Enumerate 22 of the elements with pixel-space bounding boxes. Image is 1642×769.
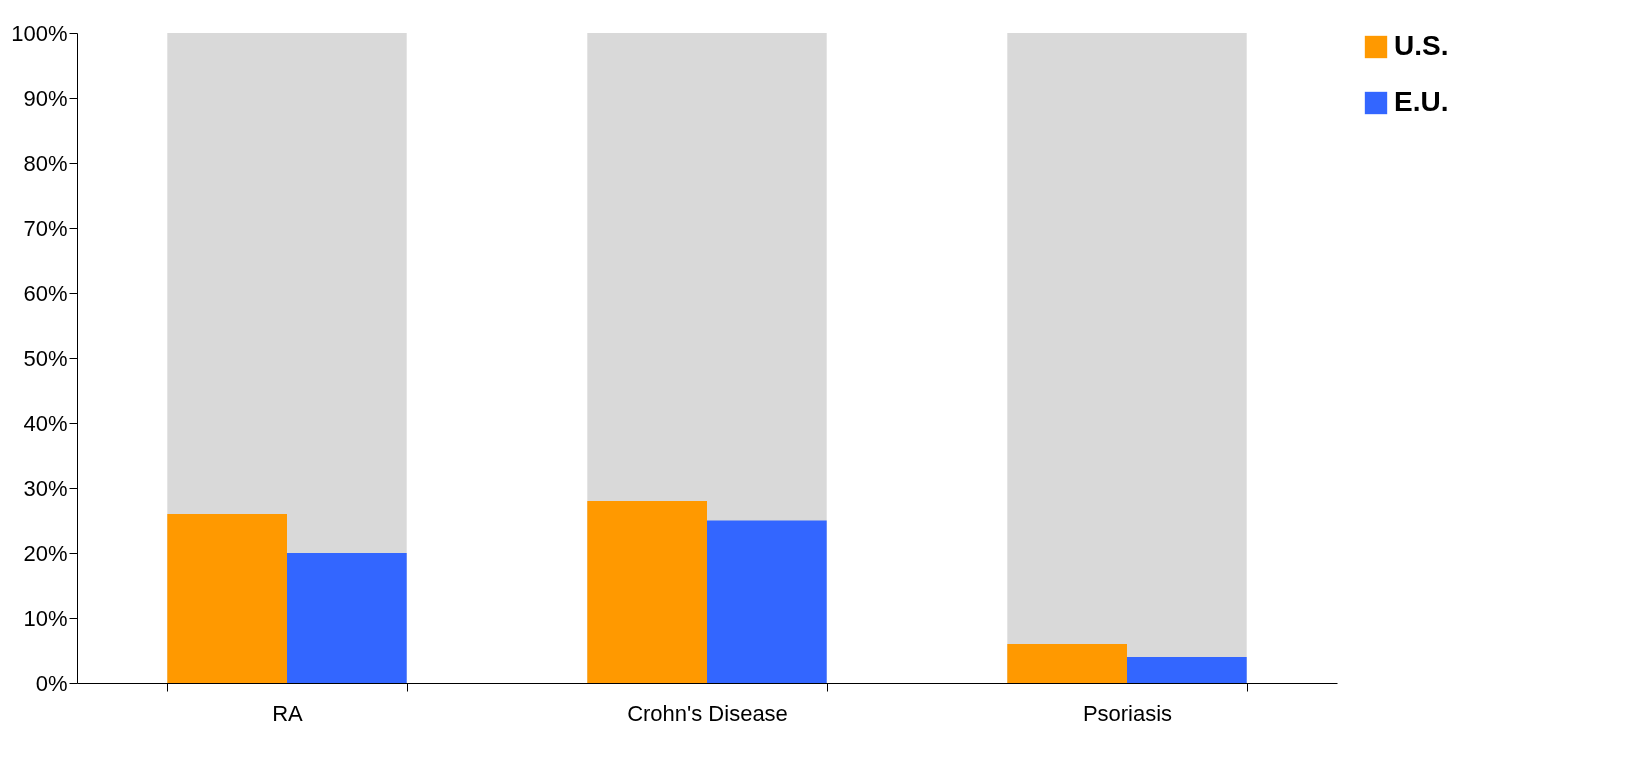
y-tick-label: 100% [11, 20, 68, 46]
y-tick-label: 50% [23, 345, 68, 371]
y-tick-label: 40% [23, 410, 68, 436]
y-tick-label: 80% [23, 150, 68, 176]
y-tick-label: 70% [23, 215, 68, 241]
y-tick-label: 60% [23, 280, 68, 306]
y-tick-label: 0% [35, 670, 68, 696]
bar [587, 501, 707, 683]
x-tick-label: Psoriasis [1082, 700, 1173, 726]
x-tick-label: RA [272, 700, 304, 726]
legend-label: E.U. [1394, 86, 1449, 117]
legend-label: U.S. [1394, 30, 1449, 61]
bar [287, 553, 407, 683]
bar [1127, 657, 1247, 683]
bar [1007, 644, 1127, 683]
x-tick-label: Crohn's Disease [627, 700, 788, 726]
y-tick-label: 30% [23, 475, 68, 501]
y-tick-label: 90% [23, 85, 68, 111]
y-tick-label: 20% [23, 540, 68, 566]
y-tick-label: 10% [23, 605, 68, 631]
bar [167, 514, 287, 683]
bar [707, 520, 827, 683]
